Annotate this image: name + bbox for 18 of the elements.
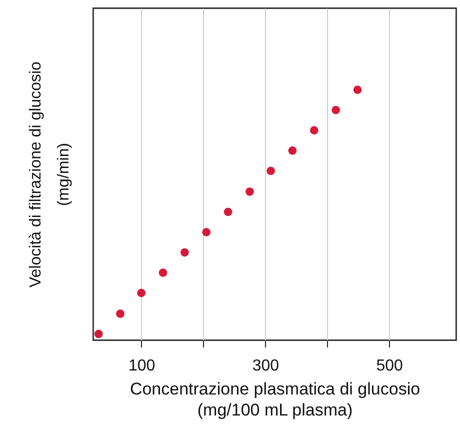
point	[246, 187, 254, 196]
point	[180, 248, 189, 257]
point	[332, 106, 340, 114]
point	[288, 146, 297, 155]
point	[116, 310, 124, 318]
point	[137, 288, 146, 298]
point	[202, 228, 211, 236]
y-axis-title: Velocità di filtrazione di glucosio (mg/min)	[28, 61, 72, 288]
point	[94, 330, 103, 338]
x-axis-title: Concentrazione plasmatica di glucosio (mg/100 mL plasma)	[130, 380, 420, 420]
point	[224, 208, 232, 216]
x-tick-label: 300	[252, 358, 280, 374]
point	[266, 166, 275, 176]
x-tick-label: 100	[128, 358, 156, 374]
point	[310, 126, 318, 135]
x-tick-label: 500	[376, 358, 404, 374]
point	[158, 268, 168, 277]
point	[353, 86, 362, 94]
